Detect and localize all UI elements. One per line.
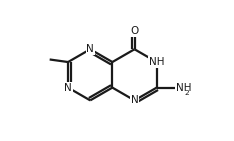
Text: O: O xyxy=(130,26,139,36)
Text: N: N xyxy=(64,83,72,93)
Text: NH: NH xyxy=(176,83,191,93)
Text: 2: 2 xyxy=(184,90,189,96)
Text: NH: NH xyxy=(149,57,165,67)
Text: N: N xyxy=(86,44,94,54)
Text: N: N xyxy=(131,95,138,105)
